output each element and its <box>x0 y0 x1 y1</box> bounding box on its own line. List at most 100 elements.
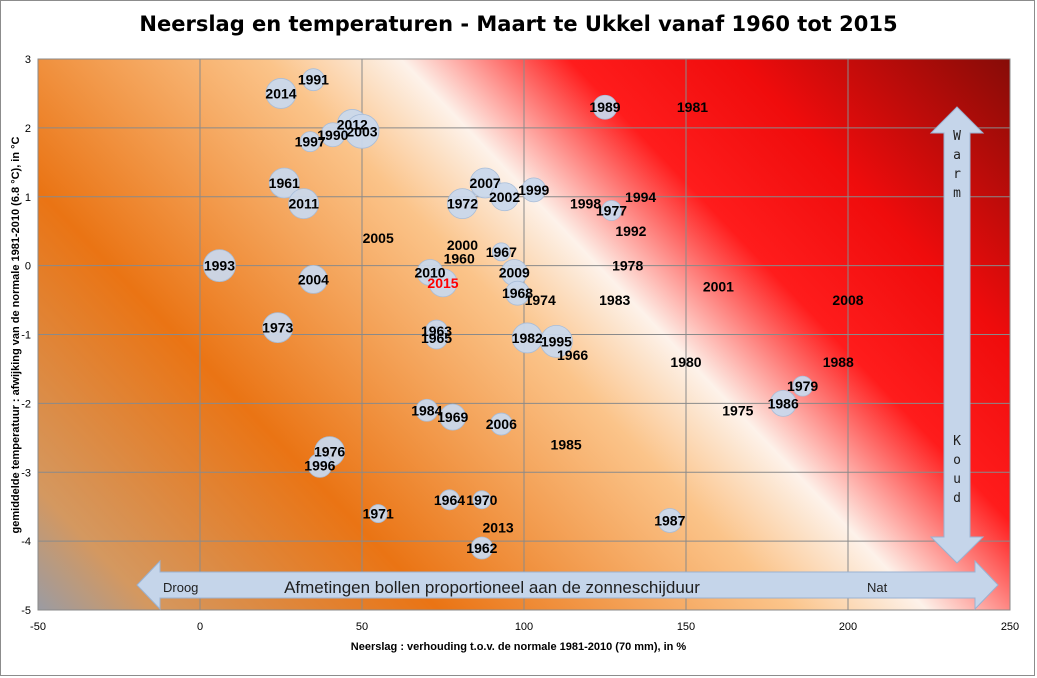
point-label: 1973 <box>262 320 293 336</box>
warm-letter: m <box>953 186 961 201</box>
point-label: 1970 <box>466 492 497 508</box>
koud-letter: d <box>953 491 961 506</box>
y-tick-label: -3 <box>21 467 31 479</box>
point-label: 1979 <box>787 378 818 394</box>
point-label: 2007 <box>470 175 501 191</box>
warm-letter: a <box>953 148 961 163</box>
bubble <box>415 398 439 422</box>
point-label: 2010 <box>414 265 445 281</box>
bubble <box>299 131 321 153</box>
koud-letter: o <box>953 453 961 468</box>
point-label: 1994 <box>625 189 656 205</box>
point-label: 1991 <box>298 72 329 88</box>
bubble <box>521 177 547 203</box>
axes: -5 -4 -3 -2 -1 0 1 2 3 -50 0 50 100 150 200 250 <box>21 54 1019 633</box>
bubble <box>301 68 325 92</box>
annotation-arrows: Droog Nat Afmetingen bollen proportioneel … <box>136 106 999 611</box>
point-label: 1967 <box>486 244 517 260</box>
point-label: 1981 <box>677 99 708 115</box>
bubble <box>470 536 494 560</box>
bubble <box>489 412 513 436</box>
bubbles <box>203 68 814 560</box>
plot-border <box>37 58 1011 611</box>
point-label: 1995 <box>541 333 572 349</box>
x-tick-label: 50 <box>356 621 368 633</box>
point-label: 2014 <box>265 85 296 101</box>
chart-title: Neerslag en temperaturen - Maart te Ukke… <box>139 12 898 36</box>
y-tick-label: -5 <box>21 605 31 617</box>
point-label: 1992 <box>615 223 646 239</box>
x-axis-title: Neerslag : verhouding t.o.v. de normale … <box>350 641 687 653</box>
nat-label: Nat <box>867 580 888 595</box>
point-label: 1964 <box>434 492 465 508</box>
y-tick-label: -4 <box>21 536 31 548</box>
point-label: 1977 <box>596 203 627 219</box>
point-label: 1982 <box>512 330 543 346</box>
point-label: 1963 <box>421 323 452 339</box>
bubble <box>262 312 294 344</box>
bubble <box>203 249 236 283</box>
warm-letter: r <box>953 167 961 182</box>
koud-letter: u <box>953 472 961 487</box>
bubble <box>425 326 448 350</box>
bubble <box>268 167 300 199</box>
warm-letter: W <box>953 129 961 144</box>
vertical-arrow <box>929 106 985 564</box>
point-label: 1976 <box>314 444 345 460</box>
point-label: 1988 <box>823 354 854 370</box>
point-label: 1966 <box>557 347 588 363</box>
bubble <box>792 375 814 397</box>
point-label: 1962 <box>466 540 497 556</box>
point-label: 2012 <box>337 116 368 132</box>
point-label: 1972 <box>447 196 478 212</box>
point-label: 1969 <box>437 409 468 425</box>
y-tick-label: 2 <box>25 123 31 135</box>
bubble-size-note: Afmetingen bollen proportioneel aan de z… <box>284 578 700 597</box>
x-tick-label: 0 <box>197 621 203 633</box>
point-label: 1993 <box>204 258 235 274</box>
bubble <box>439 403 467 431</box>
x-tick-label: 250 <box>1001 621 1019 633</box>
bubble <box>344 113 380 149</box>
bubble <box>320 122 346 148</box>
point-label: 1997 <box>295 134 326 150</box>
point-label: 2004 <box>298 271 329 287</box>
point-label: 1996 <box>304 457 335 473</box>
bubble <box>769 389 797 417</box>
bubble <box>490 182 519 212</box>
koud-letter: K <box>953 434 961 449</box>
droog-label: Droog <box>163 580 198 595</box>
point-label: 1999 <box>518 182 549 198</box>
x-tick-label: 100 <box>515 621 533 633</box>
bubble <box>540 324 573 358</box>
point-label: 2011 <box>288 196 319 212</box>
point-label: 2001 <box>703 278 734 294</box>
point-label: 2008 <box>832 292 863 308</box>
point-label: 1985 <box>551 437 582 453</box>
y-tick-label: -1 <box>21 330 31 342</box>
bubble <box>601 200 622 221</box>
point-label: 2002 <box>489 189 520 205</box>
x-tick-label: 150 <box>677 621 695 633</box>
point-label: 1998 <box>570 196 601 212</box>
point-label: 1990 <box>317 127 348 143</box>
point-label: 1986 <box>768 395 799 411</box>
point-label: 1978 <box>612 258 643 274</box>
y-axis-title: gemiddelde temperatuur : afwijking van d… <box>10 136 22 534</box>
point-label: 1968 <box>502 285 533 301</box>
point-label: 2006 <box>486 416 517 432</box>
bubble <box>298 264 328 294</box>
bubble <box>657 508 683 533</box>
point-label: 2003 <box>346 123 377 139</box>
point-label: 1975 <box>722 402 753 418</box>
point-label: 1965 <box>421 330 452 346</box>
point-label: 1987 <box>654 512 685 528</box>
bubble <box>592 94 618 120</box>
point-label: 2009 <box>499 265 530 281</box>
point-label: 2013 <box>483 519 514 535</box>
